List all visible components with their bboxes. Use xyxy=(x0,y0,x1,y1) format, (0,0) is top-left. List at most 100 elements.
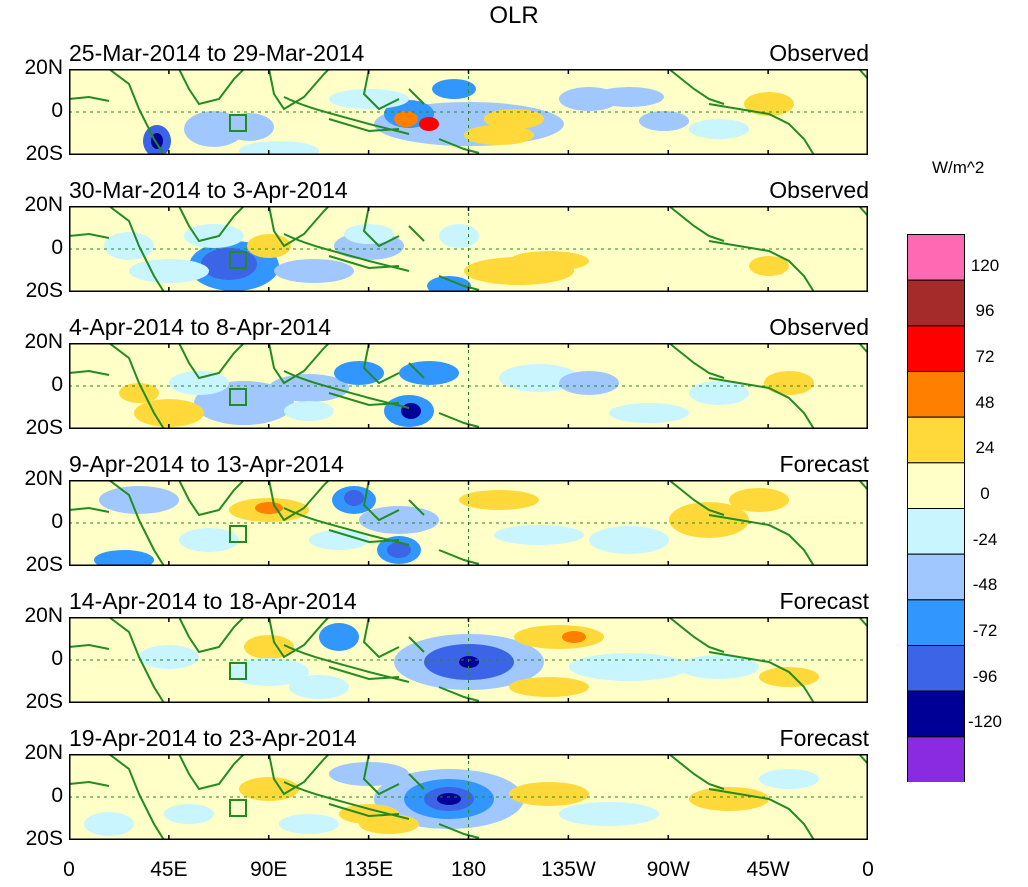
olr-anomaly-region xyxy=(559,371,619,395)
olr-anomaly-region xyxy=(344,490,364,506)
coastline xyxy=(268,343,330,385)
region-box xyxy=(229,799,247,817)
longitude-label: 0 xyxy=(862,858,874,881)
coastline xyxy=(283,96,410,135)
colorbar-label: -48 xyxy=(972,575,998,595)
coastline xyxy=(668,480,815,566)
olr-anomaly-region xyxy=(749,256,789,276)
olr-map xyxy=(69,754,868,840)
olr-anomaly-region xyxy=(562,631,586,643)
olr-anomaly-region xyxy=(239,141,319,155)
panel-kind-label: Forecast xyxy=(779,451,869,477)
olr-anomaly-region xyxy=(104,232,154,260)
region-box xyxy=(229,388,247,406)
colorbar-label: -120 xyxy=(967,712,1003,732)
olr-anomaly-region xyxy=(129,259,209,283)
olr-anomaly-region xyxy=(229,658,309,686)
colorbar-swatch xyxy=(907,371,965,418)
coastline xyxy=(668,343,815,429)
olr-map xyxy=(69,343,868,429)
olr-anomaly-region xyxy=(387,542,411,558)
olr-anomaly-region xyxy=(94,550,154,566)
panel-date-range: 4-Apr-2014 to 8-Apr-2014 xyxy=(69,314,332,340)
colorbar-swatch xyxy=(907,462,965,509)
coastline xyxy=(69,480,165,566)
olr-map-panel xyxy=(69,206,868,292)
colorbar-label: 48 xyxy=(975,392,995,412)
latitude-label: 20N xyxy=(24,604,63,627)
olr-anomaly-region xyxy=(514,625,604,649)
olr-anomaly-region xyxy=(194,381,294,425)
colorbar-label: 24 xyxy=(975,438,995,458)
colorbar-swatch xyxy=(907,325,965,373)
coastline xyxy=(362,617,480,702)
coastline xyxy=(362,480,480,565)
latitude-label: 20S xyxy=(25,142,63,165)
latitude-label: 20S xyxy=(25,279,63,302)
colorbar-swatch xyxy=(907,690,965,738)
olr-anomaly-region xyxy=(224,113,274,141)
coastline xyxy=(178,69,245,106)
coastline xyxy=(268,480,330,522)
olr-anomaly-region xyxy=(419,117,439,131)
longitude-label: 90E xyxy=(250,858,288,881)
colorbar xyxy=(907,234,965,782)
olr-map-panel xyxy=(69,617,868,703)
colorbar-label: 72 xyxy=(975,347,995,366)
longitude-label: 45W xyxy=(746,858,790,881)
colorbar-swatch xyxy=(907,736,965,782)
olr-map-panel xyxy=(69,480,868,566)
olr-anomaly-region xyxy=(764,371,814,395)
olr-anomaly-region xyxy=(509,677,589,697)
coastline xyxy=(668,69,815,155)
colorbar-label: -24 xyxy=(972,529,998,549)
olr-anomaly-region xyxy=(759,769,819,789)
panel-date-range: 19-Apr-2014 to 23-Apr-2014 xyxy=(69,725,357,751)
panel-kind-label: Observed xyxy=(769,314,869,340)
coastline xyxy=(268,617,330,659)
colorbar-label: 120 xyxy=(970,255,1000,275)
olr-anomaly-region xyxy=(689,787,769,811)
latitude-label: 0 xyxy=(51,510,63,533)
olr-anomaly-region xyxy=(289,675,349,699)
latitude-label: 0 xyxy=(51,99,63,122)
latitude-label: 20N xyxy=(24,467,63,490)
coastline xyxy=(178,754,245,791)
coastline xyxy=(69,754,165,840)
olr-anomaly-region xyxy=(494,525,584,545)
olr-map xyxy=(69,206,868,292)
colorbar-swatch xyxy=(907,553,965,601)
olr-anomaly-region xyxy=(432,79,476,99)
colorbar-label: 96 xyxy=(975,301,995,321)
olr-anomaly-region xyxy=(394,111,418,127)
coastline xyxy=(668,617,815,703)
olr-anomaly-region xyxy=(99,486,179,514)
olr-anomaly-region xyxy=(119,383,159,403)
olr-anomaly-region xyxy=(439,224,479,248)
panel-kind-label: Forecast xyxy=(779,725,869,751)
olr-anomaly-region xyxy=(239,777,299,801)
panel-kind-label: Observed xyxy=(769,177,869,203)
olr-map-panel xyxy=(69,69,868,155)
longitude-label: 180 xyxy=(450,858,487,881)
latitude-label: 20S xyxy=(25,416,63,439)
olr-anomaly-region xyxy=(689,381,749,405)
olr-anomaly-region xyxy=(255,502,283,514)
region-box xyxy=(229,525,247,543)
olr-anomaly-region xyxy=(164,804,214,824)
longitude-label: 45E xyxy=(150,858,188,881)
olr-anomaly-region xyxy=(329,762,409,786)
colorbar-swatch xyxy=(907,279,965,327)
olr-anomaly-region xyxy=(319,623,359,651)
coastline xyxy=(668,206,815,292)
panel-kind-label: Observed xyxy=(769,40,869,66)
colorbar-swatch xyxy=(907,599,965,647)
units-label: W/m^2 xyxy=(932,158,985,177)
olr-anomaly-region xyxy=(339,804,399,824)
olr-anomaly-region xyxy=(729,488,789,512)
olr-anomaly-region xyxy=(589,526,669,554)
coastline xyxy=(178,343,245,380)
coastline xyxy=(69,69,165,155)
coastline xyxy=(283,370,410,409)
coastline xyxy=(362,206,480,291)
